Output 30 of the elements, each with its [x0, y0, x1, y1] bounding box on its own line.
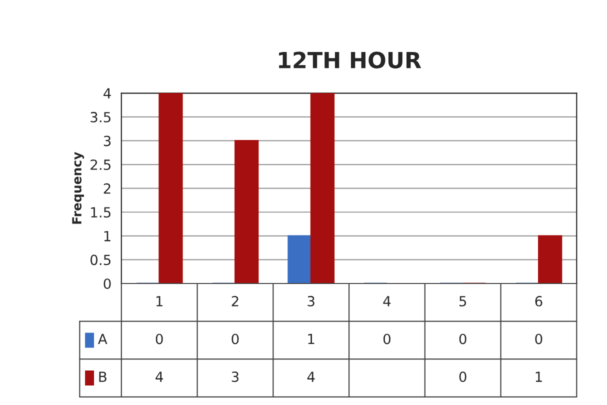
legend-label: B	[99, 372, 106, 382]
data-label: 4	[156, 372, 163, 382]
y-tick-label: 2.5	[90, 160, 110, 170]
y-tick-label: 0	[104, 278, 111, 289]
y-tick-label: 3	[104, 136, 111, 146]
data-label: 0	[535, 334, 542, 344]
data-label: 4	[307, 372, 315, 382]
x-tick-label: 2	[232, 296, 238, 306]
data-label: 0	[156, 334, 163, 344]
legend-label: A	[98, 334, 108, 344]
y-tick-label: 2	[104, 183, 110, 194]
data-label: 0	[232, 334, 239, 344]
chart-title: 12TH HOUR	[279, 52, 422, 68]
data-label: 3	[232, 372, 239, 382]
data-label: 1	[536, 372, 542, 382]
x-tick-label: 5	[459, 296, 466, 306]
data-label: 0	[459, 334, 466, 344]
y-tick-label: 1	[104, 231, 110, 242]
y-tick-label: 1.5	[91, 207, 110, 218]
x-tick-label: 1	[156, 296, 162, 306]
y-axis-title: Frequency	[72, 152, 84, 224]
y-tick-label: 0.5	[90, 254, 110, 266]
data-label: 1	[308, 334, 314, 344]
y-tick-label: 3.5	[90, 112, 110, 122]
data-label: 0	[459, 372, 466, 382]
x-tick-label: 3	[308, 296, 314, 306]
data-label: 0	[383, 334, 390, 344]
x-tick-label: 4	[383, 296, 391, 306]
y-tick-label: 4	[104, 88, 111, 98]
x-tick-label: 6	[535, 296, 542, 306]
